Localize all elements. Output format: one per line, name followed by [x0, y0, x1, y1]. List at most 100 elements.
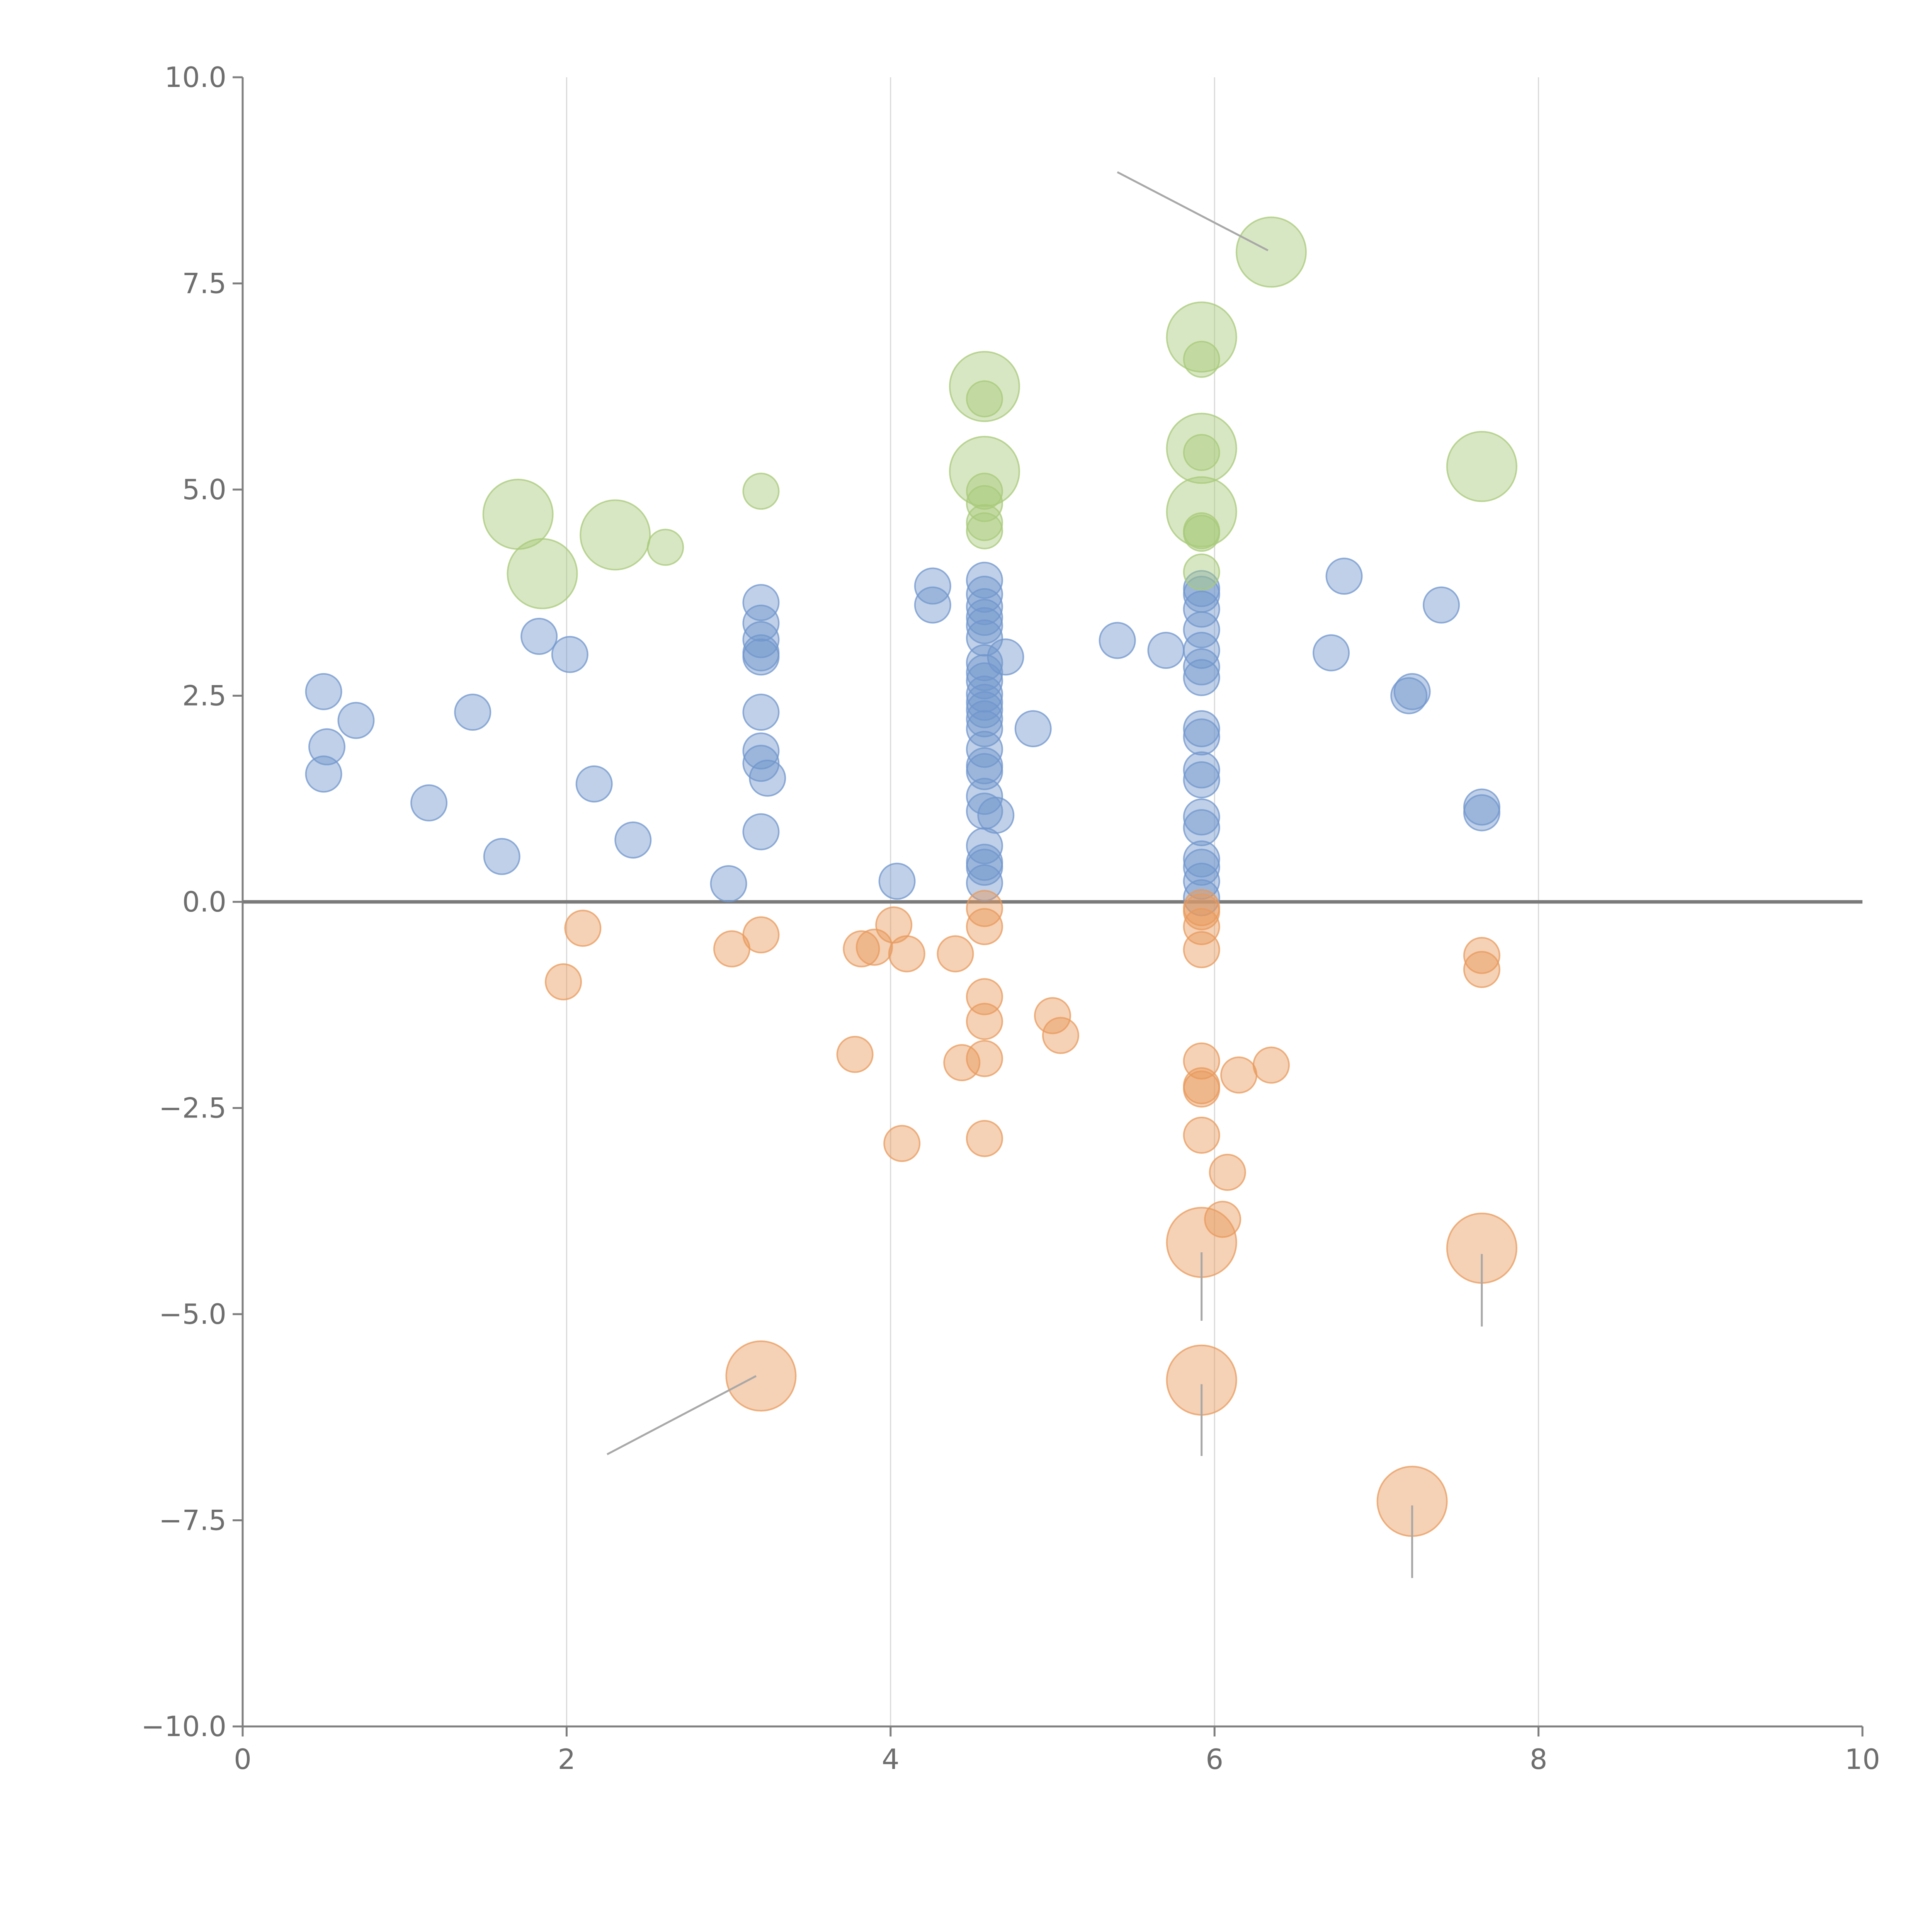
- positive-point: [966, 700, 1003, 738]
- positive-point: [1183, 659, 1220, 696]
- negative-point: [836, 1036, 874, 1073]
- positive-point: [1183, 611, 1220, 648]
- annotated-point: [1166, 301, 1237, 373]
- negative-point: [1252, 1046, 1290, 1084]
- axis-layer: [233, 76, 1864, 1736]
- positive-point: [1183, 761, 1220, 799]
- x-tick-label: 0: [234, 1743, 252, 1776]
- positive-point: [1183, 862, 1220, 900]
- positive-point: [966, 849, 1003, 886]
- negative-point: [966, 1003, 1003, 1040]
- positive-point: [742, 813, 780, 850]
- x-tick-label: 10: [1845, 1743, 1880, 1776]
- positive-point: [410, 784, 448, 821]
- x-tick-label: 2: [558, 1743, 575, 1776]
- positive-point: [742, 634, 780, 672]
- annotated-point: [949, 436, 1020, 507]
- positive-point: [987, 638, 1024, 676]
- positive-point: [520, 617, 558, 655]
- x-tick-label: 4: [882, 1743, 900, 1776]
- positive-point: [914, 567, 951, 605]
- negative-point: [943, 1044, 981, 1082]
- positive-point: [1014, 710, 1052, 747]
- y-tick-label: −5.0: [159, 1298, 226, 1330]
- negative-point: [564, 910, 602, 947]
- negative-point: [1183, 1116, 1220, 1154]
- negative-point: [1183, 1070, 1220, 1108]
- positive-point: [742, 694, 780, 731]
- positive-point: [966, 691, 1003, 728]
- negative-point: [1183, 908, 1220, 946]
- highlight-point: [742, 473, 780, 510]
- positive-point: [1183, 840, 1220, 878]
- positive-point: [1325, 558, 1363, 595]
- positive-point: [966, 561, 1003, 599]
- negative-point: [888, 935, 925, 973]
- y-tick-label: −10.0: [141, 1710, 226, 1743]
- positive-point: [308, 728, 345, 765]
- positive-point: [1183, 751, 1220, 789]
- negative-point: [1463, 951, 1500, 988]
- positive-point: [710, 865, 747, 903]
- positive-point: [1183, 849, 1220, 886]
- positive-point: [966, 662, 1003, 700]
- negative-point: [1183, 931, 1220, 968]
- y-tick-label: 10.0: [165, 61, 226, 94]
- positive-point: [1313, 634, 1350, 672]
- negative-point: [545, 963, 582, 1000]
- positive-point: [878, 862, 916, 900]
- highlight-point: [1183, 515, 1220, 552]
- negative-point: [966, 1120, 1003, 1157]
- negative-point: [937, 935, 974, 973]
- positive-point: [1147, 632, 1185, 669]
- positive-point: [966, 588, 1003, 626]
- y-tick-label: 0.0: [182, 886, 226, 918]
- negative-point: [1463, 937, 1500, 974]
- positive-point: [966, 710, 1003, 747]
- y-tick-label: 7.5: [182, 267, 226, 300]
- y-tick-label: −7.5: [159, 1504, 226, 1537]
- positive-point: [914, 586, 951, 624]
- positive-point: [1183, 590, 1220, 628]
- positive-point: [1423, 586, 1460, 624]
- annotated-point: [1446, 431, 1517, 502]
- positive-point: [1183, 632, 1220, 669]
- annotated-point: [1166, 476, 1237, 548]
- positive-point: [1183, 809, 1220, 846]
- x-tick-label: 6: [1206, 1743, 1223, 1776]
- positive-point: [966, 654, 1003, 691]
- point-layer: [305, 216, 1517, 1537]
- positive-point: [305, 755, 342, 793]
- negative-point: [843, 930, 880, 968]
- positive-point: [1183, 648, 1220, 685]
- positive-point: [742, 604, 780, 642]
- positive-point: [1183, 798, 1220, 836]
- highlight-point: [966, 504, 1003, 541]
- positive-point: [483, 838, 520, 875]
- highlight-point: [966, 473, 1003, 510]
- positive-point: [1183, 710, 1220, 747]
- highlight-point: [966, 512, 1003, 549]
- positive-point: [575, 765, 613, 803]
- positive-point: [454, 694, 492, 731]
- positive-point: [1393, 673, 1431, 710]
- negative-point: [966, 1040, 1003, 1077]
- annotated-point: [949, 351, 1020, 422]
- y-tick-label: 2.5: [182, 680, 226, 712]
- positive-point: [966, 777, 1003, 815]
- highlight-point: [1183, 340, 1220, 378]
- annotated-point: [725, 1340, 797, 1412]
- annotated-point: [507, 538, 578, 609]
- negative-point: [1042, 1017, 1079, 1054]
- positive-point: [966, 576, 1003, 613]
- y-tick-label: 5.0: [182, 473, 226, 506]
- negative-point: [1220, 1056, 1258, 1094]
- positive-point: [966, 607, 1003, 645]
- positive-point: [966, 599, 1003, 636]
- negative-point: [1183, 893, 1220, 930]
- positive-point: [614, 821, 652, 859]
- negative-point: [1209, 1153, 1246, 1191]
- highlight-point: [1183, 553, 1220, 591]
